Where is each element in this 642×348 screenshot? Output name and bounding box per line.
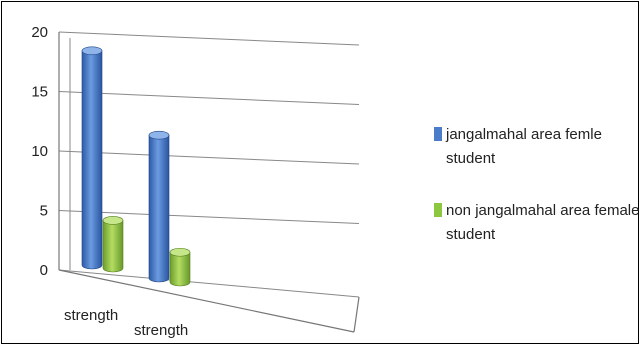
chart-frame: 0 5 10 15 20 strength strength jangalmahal ar…: [1, 1, 639, 344]
y-tick-label: 5: [40, 203, 48, 220]
bar-top: [148, 130, 170, 140]
gridline: [58, 210, 360, 224]
legend-label: non jangalmahal area female student: [446, 202, 639, 243]
legend-label-line: jangalmahal area femle: [445, 126, 602, 143]
floor-front-edge: [58, 269, 355, 333]
y-tick-label: 20: [31, 24, 48, 41]
bar-1-1: [169, 247, 191, 287]
legend-label-line: student: [446, 150, 496, 167]
y-tick-label: 15: [31, 84, 48, 101]
y-tick-label: 10: [31, 143, 48, 160]
bar-0-1: [102, 216, 124, 273]
bar-top: [102, 216, 124, 225]
legend-swatch: [434, 127, 442, 141]
gridline: [58, 31, 360, 46]
y-tick-labels: 0 5 10 15 20: [31, 24, 48, 279]
y-tick-label: 0: [40, 262, 48, 279]
bar-body: [148, 134, 170, 283]
gridline: [58, 91, 360, 105]
bar-body: [102, 220, 124, 273]
legend-swatch: [434, 203, 442, 217]
axes: [58, 32, 360, 333]
bar-top: [81, 46, 103, 56]
category-label: strength: [64, 307, 118, 324]
gridlines: [58, 31, 360, 298]
bar-1-0: [148, 130, 170, 283]
bars: [81, 46, 191, 287]
legend-label: jangalmahal area femle student: [445, 126, 602, 167]
bar-0-0: [81, 46, 103, 270]
legend-label-line: student: [446, 226, 496, 243]
category-label: strength: [134, 322, 188, 339]
bar-body: [81, 50, 103, 270]
legend-label-line: non jangalmahal area female: [446, 202, 639, 219]
category-labels: strength strength: [64, 307, 188, 339]
bar-top: [169, 247, 191, 257]
gridline: [58, 150, 360, 165]
floor-right-edge: [353, 296, 360, 333]
bar-body: [169, 251, 191, 287]
gridline: [58, 269, 360, 298]
